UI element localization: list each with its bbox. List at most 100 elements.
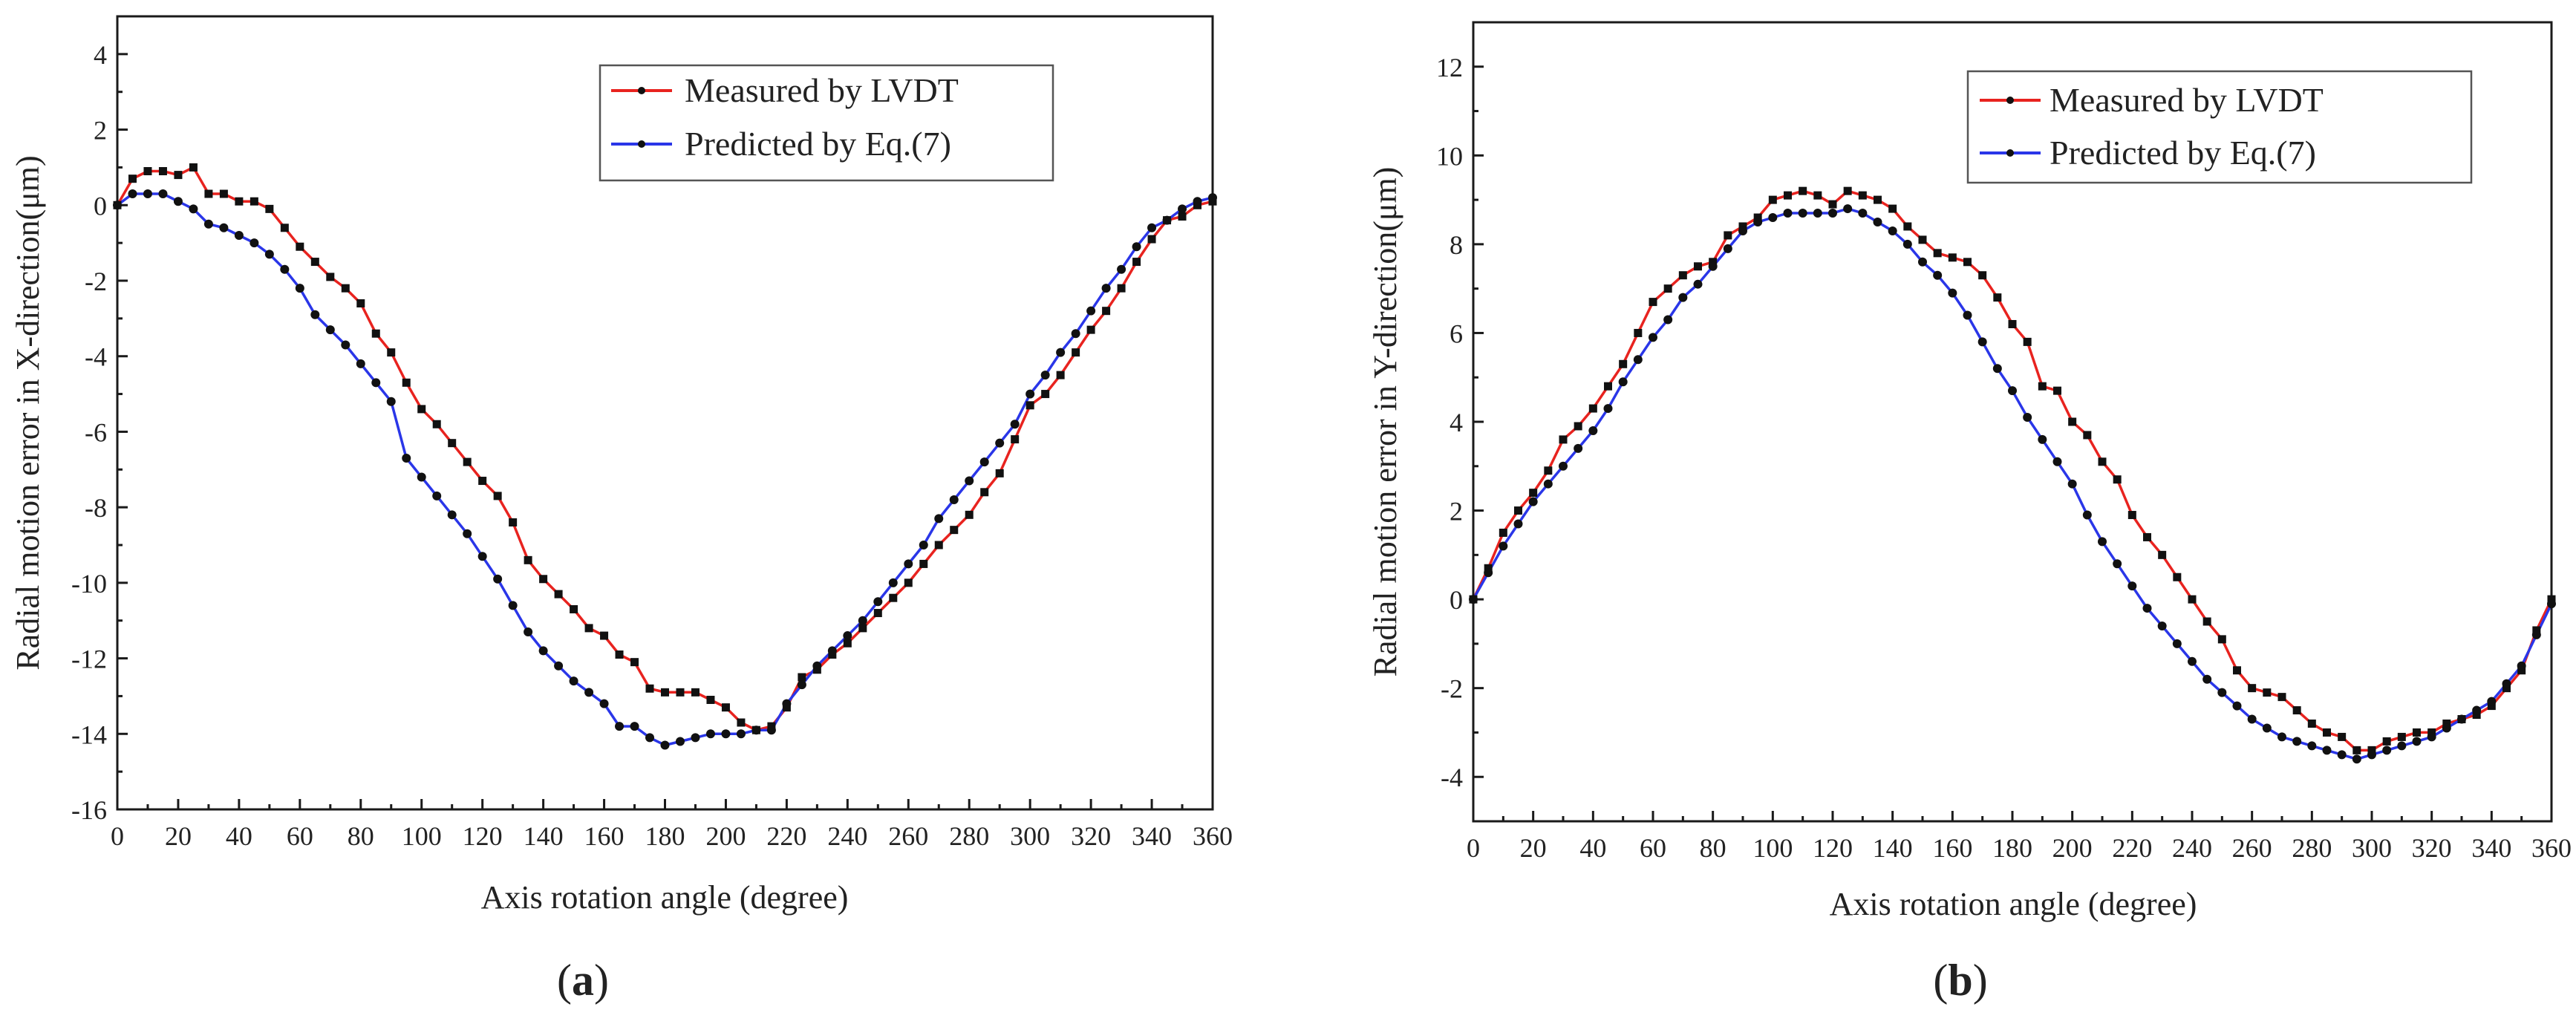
data-point-predicted [113, 200, 122, 210]
data-point-predicted [995, 438, 1005, 448]
data-point-predicted [1649, 333, 1657, 342]
data-point-predicted [858, 616, 867, 625]
data-point-predicted [675, 737, 685, 746]
data-point-predicted [934, 514, 944, 524]
data-point-measured [1724, 231, 1732, 240]
y-tick-label: 0 [94, 191, 107, 221]
data-point-predicted [234, 230, 244, 240]
data-point-measured [371, 329, 380, 338]
legend: Measured by LVDT Predicted by Eq.(7) [599, 64, 1054, 182]
data-point-predicted [2157, 621, 2167, 630]
data-point-measured [1588, 404, 1597, 413]
data-point-measured [2307, 719, 2316, 728]
data-point-measured [2248, 684, 2257, 693]
data-point-measured [2263, 688, 2272, 697]
data-point-predicted [630, 722, 639, 731]
data-point-predicted [660, 740, 670, 750]
data-point-predicted [691, 733, 700, 743]
data-point-measured [615, 650, 624, 659]
legend-marker-measured [2006, 97, 2014, 104]
legend-label-predicted: Predicted by Eq.(7) [2050, 134, 2316, 172]
panel-label-letter: b [1948, 956, 1972, 1005]
data-point-predicted [584, 688, 594, 697]
x-axis-title: Axis rotation angle (degree) [1830, 886, 2197, 922]
data-point-predicted [705, 729, 715, 739]
data-point-predicted [827, 646, 837, 656]
x-tick-label: 0 [111, 821, 124, 851]
data-point-predicted [797, 680, 806, 690]
data-point-measured [584, 624, 593, 633]
data-point-predicted [189, 204, 198, 214]
chart-panel-b: 0 20 40 60 80 100 120 140 160 180 200 220 240 260 280 3… [1367, 21, 2572, 1005]
data-point-measured [2127, 511, 2136, 520]
data-point-predicted [1798, 209, 1807, 218]
data-point-measured [326, 273, 335, 281]
data-point-measured [417, 405, 426, 414]
x-tick-label: 120 [463, 821, 503, 851]
data-point-predicted [508, 601, 518, 610]
data-point-predicted [1117, 264, 1126, 274]
data-point-measured [2323, 728, 2331, 737]
data-point-predicted [2337, 750, 2347, 760]
data-point-measured [2113, 475, 2122, 484]
data-point-measured [1978, 271, 1987, 280]
legend-label-measured: Measured by LVDT [2050, 81, 2324, 119]
data-point-measured [1529, 489, 1538, 498]
data-point-measured [706, 696, 715, 705]
y-tick-label: -2 [1441, 674, 1463, 704]
data-point-predicted [782, 699, 792, 708]
data-point-measured [1634, 328, 1643, 337]
data-point-predicted [1056, 348, 1066, 357]
x-tick-label: 260 [888, 821, 928, 851]
data-point-measured [1559, 435, 1568, 444]
data-point-predicted [1086, 306, 1096, 316]
data-point-predicted [280, 264, 290, 274]
x-tick-label: 300 [1010, 821, 1050, 851]
data-point-predicted [1768, 213, 1778, 223]
data-point-measured [2397, 732, 2406, 741]
data-point-measured [1768, 195, 1777, 204]
data-point-measured [1025, 401, 1034, 410]
data-point-predicted [386, 397, 396, 406]
data-point-predicted [1992, 364, 2002, 374]
tick-group: 0 20 40 60 80 100 120 140 160 180 200 220 240 260 280 3… [71, 40, 1233, 851]
data-point-measured [2277, 693, 2286, 702]
y-tick-label: -4 [85, 342, 107, 372]
data-point-predicted [2202, 674, 2212, 684]
data-point-measured [1514, 506, 1522, 515]
data-point-measured [934, 541, 943, 549]
y-axis-title: Radial motion error in X-direction(μm) [10, 155, 46, 670]
y-tick-label: 8 [1450, 230, 1463, 260]
data-point-measured [493, 492, 502, 500]
data-point-measured [1072, 348, 1080, 357]
data-point-predicted [250, 238, 259, 248]
data-point-predicted [979, 457, 989, 467]
data-point-measured [280, 224, 289, 232]
x-tick-label: 220 [2112, 833, 2152, 863]
data-point-measured [524, 555, 532, 564]
data-point-predicted [264, 250, 274, 259]
data-point-measured [691, 688, 700, 697]
data-point-predicted [1208, 193, 1217, 203]
data-point-predicted [1469, 595, 1478, 604]
data-point-measured [1799, 186, 1807, 195]
data-point-measured [1963, 258, 1972, 267]
y-tick-label: -2 [85, 267, 107, 296]
x-tick-label: 180 [1992, 833, 2032, 863]
data-point-measured [858, 624, 867, 633]
data-point-predicted [1071, 329, 1080, 339]
data-point-predicted [2442, 723, 2451, 733]
data-point-measured [296, 242, 304, 251]
data-point-predicted [1633, 355, 1643, 365]
data-point-measured [1041, 390, 1050, 399]
data-point-predicted [1963, 310, 1972, 320]
data-point-measured [1086, 325, 1095, 334]
data-point-predicted [524, 627, 533, 636]
data-point-predicted [463, 529, 472, 538]
data-point-predicted [1933, 270, 1943, 280]
data-point-predicted [1693, 279, 1703, 289]
data-point-predicted [341, 340, 350, 350]
data-point-measured [965, 510, 974, 519]
data-point-measured [1574, 422, 1582, 431]
data-point-measured [995, 469, 1004, 477]
